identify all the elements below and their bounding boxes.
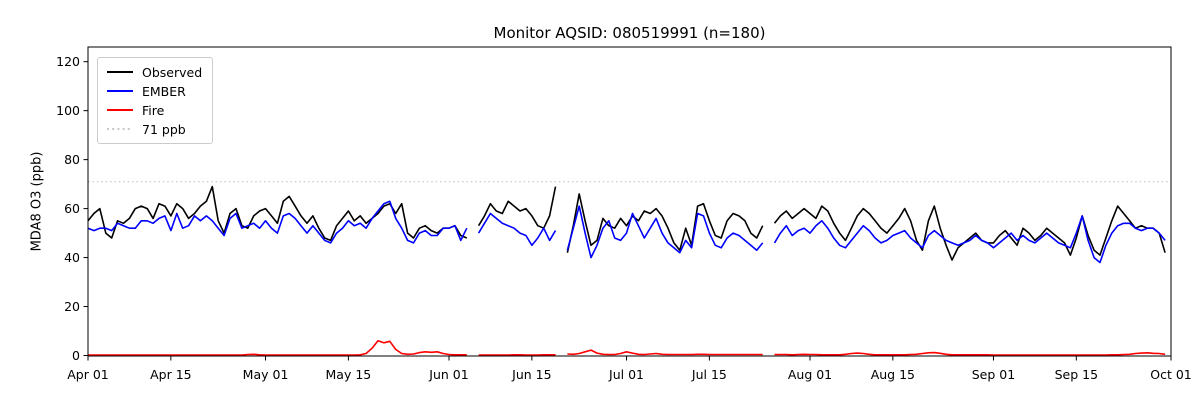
- x-tick-label: Apr 01: [67, 367, 109, 382]
- x-tick-label: Sep 15: [1055, 367, 1098, 382]
- legend-label-ember: EMBER: [142, 83, 186, 99]
- y-tick-label: 0: [72, 348, 80, 363]
- legend-line-observed-icon: [107, 71, 133, 73]
- x-tick-label: Jul 15: [691, 367, 727, 382]
- legend: Observed EMBER Fire 71 ppb: [97, 57, 214, 144]
- x-tick-label: May 15: [326, 367, 372, 382]
- legend-label-fire: Fire: [142, 102, 165, 118]
- legend-label-threshold: 71 ppb: [142, 121, 186, 137]
- x-tick-label: Aug 01: [788, 367, 832, 382]
- y-tick-label: 60: [64, 201, 80, 216]
- legend-item-ember: EMBER: [107, 83, 202, 99]
- y-axis-label: MDA8 O3 (ppb): [29, 151, 45, 252]
- plot-border: [87, 46, 1172, 357]
- legend-item-threshold: 71 ppb: [107, 121, 202, 137]
- legend-label-observed: Observed: [142, 64, 203, 80]
- x-tick-label: Aug 15: [871, 367, 915, 382]
- x-tick-label: Jun 15: [511, 367, 551, 382]
- y-tick-label: 100: [56, 103, 80, 118]
- x-tick-label: Jul 01: [608, 367, 644, 382]
- y-tick-label: 80: [64, 152, 80, 167]
- series-line-observed: [87, 185, 1166, 261]
- y-tick-label: 120: [56, 54, 80, 69]
- legend-item-fire: Fire: [107, 102, 202, 118]
- x-tick-label: May 01: [243, 367, 289, 382]
- x-tick-label: Sep 01: [972, 367, 1015, 382]
- series-line-fire: [88, 340, 1166, 356]
- chart-title: Monitor AQSID: 080519991 (n=180): [493, 24, 766, 42]
- legend-line-fire-icon: [107, 109, 133, 111]
- x-tick-label: Oct 01: [1150, 367, 1192, 382]
- legend-line-ember-icon: [107, 90, 133, 92]
- y-tick-label: 40: [64, 250, 80, 265]
- x-tick-label: Apr 15: [150, 367, 192, 382]
- x-tick-label: Jun 01: [428, 367, 468, 382]
- legend-item-observed: Observed: [107, 64, 202, 80]
- series-line-ember: [87, 200, 1166, 264]
- y-tick-label: 20: [64, 299, 80, 314]
- legend-line-threshold-icon: [107, 128, 133, 130]
